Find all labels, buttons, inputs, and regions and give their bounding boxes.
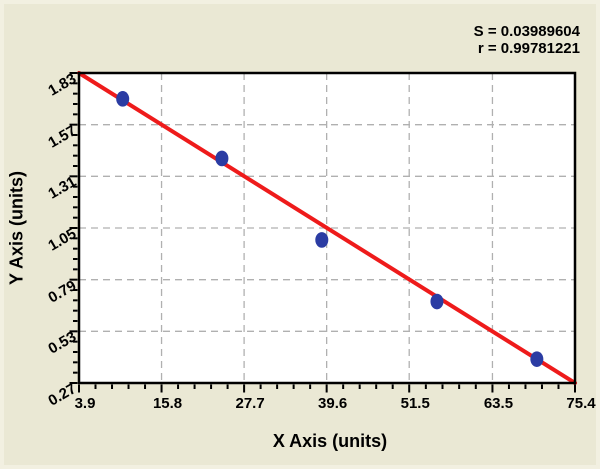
regression-line bbox=[77, 71, 577, 385]
plot-border bbox=[77, 71, 577, 385]
x-tick-label: 39.6 bbox=[318, 395, 348, 412]
data-point bbox=[430, 293, 444, 310]
stat-r-value: r = 0.99781221 bbox=[477, 40, 580, 57]
x-tick-label: 75.4 bbox=[566, 395, 596, 412]
data-point bbox=[116, 91, 130, 107]
data-point bbox=[530, 351, 544, 367]
y-axis-title: Y Axis (units) bbox=[6, 170, 27, 286]
regression-stats: S = 0.03989604 r = 0.99781221 bbox=[474, 23, 580, 57]
x-axis-title: X Axis (units) bbox=[272, 431, 388, 451]
x-tick-label: 27.7 bbox=[235, 395, 265, 412]
x-tick-label: 3.9 bbox=[74, 395, 96, 412]
x-tick-label: 63.5 bbox=[483, 395, 514, 412]
data-point bbox=[215, 150, 229, 167]
stat-s-value: S = 0.03989604 bbox=[473, 23, 580, 40]
x-tick-label: 15.8 bbox=[152, 395, 183, 412]
x-tick-label: 51.5 bbox=[400, 395, 430, 412]
data-point bbox=[315, 232, 329, 248]
